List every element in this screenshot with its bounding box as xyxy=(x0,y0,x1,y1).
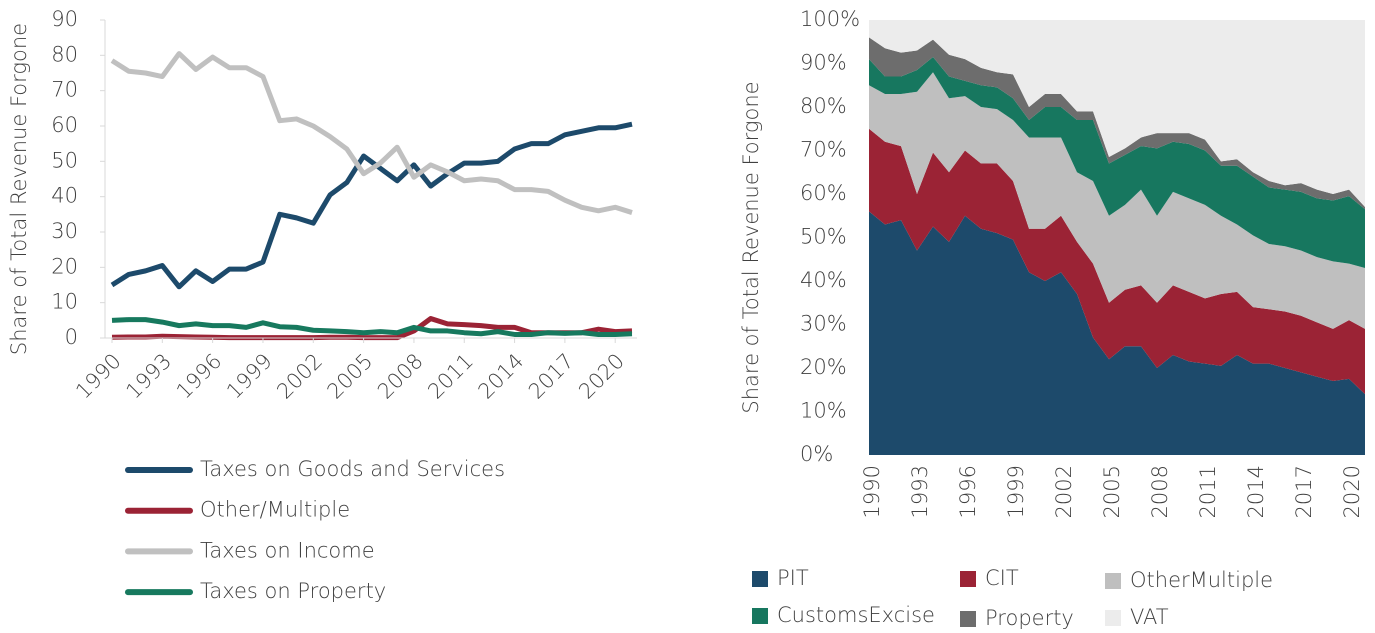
x-tick-label: 2005 xyxy=(323,349,378,404)
x-tick-label: 2002 xyxy=(272,349,327,404)
y-tick-label: 60% xyxy=(800,181,847,205)
x-tick-label: 2014 xyxy=(474,349,529,404)
y-tick-label: 10 xyxy=(51,290,78,314)
area xyxy=(869,72,1365,329)
legend-swatch xyxy=(960,571,976,587)
y-tick-label: 90% xyxy=(800,51,847,75)
line xyxy=(111,317,633,337)
x-tick-label: 2011 xyxy=(423,349,478,404)
x-tick-label: 2008 xyxy=(1148,465,1172,518)
y-tick-label: 0 xyxy=(65,325,78,349)
legend-label: Taxes on Goods and Services xyxy=(200,457,505,481)
area xyxy=(869,20,1365,208)
legend-label: Taxes on Income xyxy=(200,538,375,562)
legend-swatch xyxy=(960,611,976,627)
y-tick-label: 20 xyxy=(51,254,78,278)
y-tick-label: 100% xyxy=(800,7,860,31)
legend-swatch xyxy=(1105,610,1121,626)
x-tick-label: 2017 xyxy=(524,349,579,404)
y-tick-label: 60 xyxy=(51,113,78,137)
y-tick-label: 40 xyxy=(51,184,78,208)
x-tick-label: 1993 xyxy=(908,465,932,518)
y-axis-label: Share of Total Revenue Forgone xyxy=(739,81,763,413)
x-tick-label: 1996 xyxy=(172,349,227,404)
y-tick-label: 90 xyxy=(51,7,78,31)
y-tick-label: 10% xyxy=(800,399,847,423)
legend-swatch xyxy=(752,608,768,624)
legend-label: CustomsExcise xyxy=(777,603,935,627)
x-tick-label: 1990 xyxy=(71,349,126,404)
y-tick-label: 80 xyxy=(51,42,78,66)
y-tick-label: 50 xyxy=(51,148,78,172)
x-tick-label: 2005 xyxy=(1100,465,1124,518)
x-tick-label: 2020 xyxy=(1340,465,1364,518)
line xyxy=(110,51,633,215)
x-tick-label: 2014 xyxy=(1244,465,1268,518)
y-tick-label: 50% xyxy=(800,225,847,249)
legend-swatch xyxy=(752,571,768,587)
y-tick-label: 0% xyxy=(800,442,833,466)
line xyxy=(110,121,633,290)
y-tick-label: 80% xyxy=(800,94,847,118)
area xyxy=(869,56,1365,268)
x-tick-label: 1996 xyxy=(956,465,980,518)
y-tick-label: 40% xyxy=(800,268,847,292)
x-tick-label: 2002 xyxy=(1052,465,1076,518)
legend-label: VAT xyxy=(1130,605,1169,629)
area xyxy=(869,211,1365,455)
legend-label: CIT xyxy=(985,566,1019,590)
y-tick-label: 30 xyxy=(51,219,78,243)
x-tick-label: 1999 xyxy=(222,349,277,404)
x-tick-label: 2020 xyxy=(574,349,629,404)
legend-label: Property xyxy=(985,606,1074,630)
x-tick-label: 2008 xyxy=(373,349,428,404)
legend-label: Taxes on Property xyxy=(200,579,386,603)
legend-label: Other/Multiple xyxy=(200,498,350,522)
y-axis-label: Share of Total Revenue Forgone xyxy=(7,23,31,355)
x-tick-label: 2011 xyxy=(1196,465,1220,518)
legend-swatch xyxy=(1105,573,1121,589)
y-tick-label: 70% xyxy=(800,138,847,162)
legend-label: OtherMultiple xyxy=(1130,568,1273,592)
y-tick-label: 20% xyxy=(800,355,847,379)
y-tick-label: 30% xyxy=(800,312,847,336)
area xyxy=(869,128,1365,395)
x-tick-label: 1993 xyxy=(121,349,176,404)
area xyxy=(869,37,1365,210)
x-tick-label: 1990 xyxy=(860,465,884,518)
x-tick-label: 2017 xyxy=(1292,465,1316,518)
x-tick-label: 1999 xyxy=(1004,465,1028,518)
y-tick-label: 70 xyxy=(51,78,78,102)
legend-label: PIT xyxy=(777,566,809,590)
